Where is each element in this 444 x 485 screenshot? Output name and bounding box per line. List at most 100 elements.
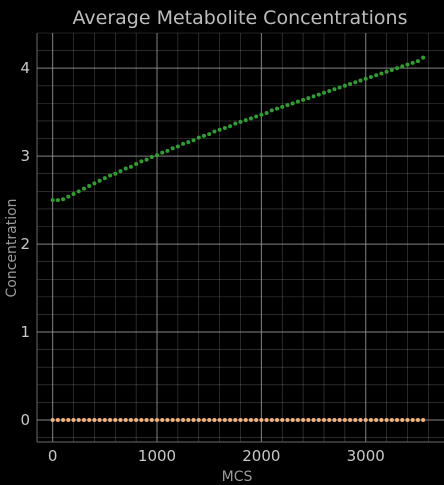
data-point (400, 64, 405, 69)
data-point (196, 418, 201, 423)
data-point (374, 73, 379, 78)
data-point (102, 176, 107, 181)
data-point (217, 127, 222, 132)
data-point (102, 418, 107, 423)
x-tick-label: 2000 (242, 447, 280, 465)
data-point (196, 135, 201, 140)
data-point (280, 104, 285, 109)
data-point (405, 62, 410, 67)
data-point (55, 198, 60, 203)
y-tick-label: 2 (20, 235, 30, 253)
data-point (311, 94, 316, 99)
data-point (233, 418, 238, 423)
data-point (327, 418, 332, 423)
data-point (66, 418, 71, 423)
data-point (368, 74, 373, 79)
data-point (275, 106, 280, 111)
data-point (155, 153, 160, 158)
data-point (201, 418, 206, 423)
data-point (128, 418, 133, 423)
data-point (61, 418, 66, 423)
data-point (363, 418, 368, 423)
data-point (280, 418, 285, 423)
data-point (243, 418, 248, 423)
data-point (389, 418, 394, 423)
data-point (191, 418, 196, 423)
data-point (290, 101, 295, 106)
data-point (342, 418, 347, 423)
data-point (259, 418, 264, 423)
data-point (207, 418, 212, 423)
data-point (97, 418, 102, 423)
data-point (201, 133, 206, 138)
data-point (191, 138, 196, 143)
series-layer (50, 55, 426, 423)
data-point (134, 162, 139, 167)
data-point (61, 197, 66, 202)
data-point (332, 87, 337, 92)
data-point (186, 140, 191, 145)
data-point (76, 189, 81, 194)
data-point (81, 418, 86, 423)
data-point (248, 418, 253, 423)
data-point (165, 418, 170, 423)
data-point (353, 80, 358, 85)
data-point (181, 141, 186, 146)
data-point (285, 103, 290, 108)
data-point (50, 418, 55, 423)
data-point (243, 118, 248, 123)
x-tick-label: 0 (48, 447, 58, 465)
data-point (316, 418, 321, 423)
data-point (228, 418, 233, 423)
data-point (165, 148, 170, 153)
chart-title: Average Metabolite Concentrations (73, 7, 408, 29)
y-tick-label: 0 (20, 411, 30, 429)
data-point (217, 418, 222, 423)
data-point (55, 418, 60, 423)
data-point (238, 418, 243, 423)
data-point (144, 418, 149, 423)
data-point (87, 184, 92, 189)
tick-labels: 0 1000 2000 3000 0 1 2 3 4 (20, 59, 384, 465)
data-point (332, 418, 337, 423)
data-point (66, 194, 71, 199)
data-point (321, 418, 326, 423)
data-point (353, 418, 358, 423)
data-point (285, 418, 290, 423)
data-point (118, 169, 123, 174)
data-point (295, 99, 300, 104)
x-tick-label: 3000 (347, 447, 385, 465)
data-point (155, 418, 160, 423)
data-point (301, 418, 306, 423)
data-point (363, 76, 368, 81)
data-point (295, 418, 300, 423)
data-point (149, 418, 154, 423)
data-point (264, 418, 269, 423)
data-point (97, 178, 102, 183)
data-point (144, 157, 149, 162)
data-point (421, 55, 426, 60)
data-point (410, 60, 415, 65)
data-point (379, 71, 384, 76)
data-point (321, 90, 326, 95)
data-point (384, 69, 389, 74)
data-point (113, 418, 118, 423)
axes (36, 33, 444, 443)
y-tick-label: 4 (20, 59, 30, 77)
data-point (228, 124, 233, 129)
data-point (222, 125, 227, 130)
x-tick-label: 1000 (138, 447, 176, 465)
series-1 (50, 55, 426, 203)
data-point (134, 418, 139, 423)
data-point (421, 418, 426, 423)
data-point (160, 150, 165, 155)
data-point (212, 418, 217, 423)
data-point (181, 418, 186, 423)
x-axis-label: MCS (222, 469, 253, 485)
series-2 (50, 418, 426, 423)
data-point (92, 181, 97, 186)
data-point (76, 418, 81, 423)
data-point (269, 108, 274, 113)
data-point (337, 85, 342, 90)
data-point (348, 82, 353, 87)
